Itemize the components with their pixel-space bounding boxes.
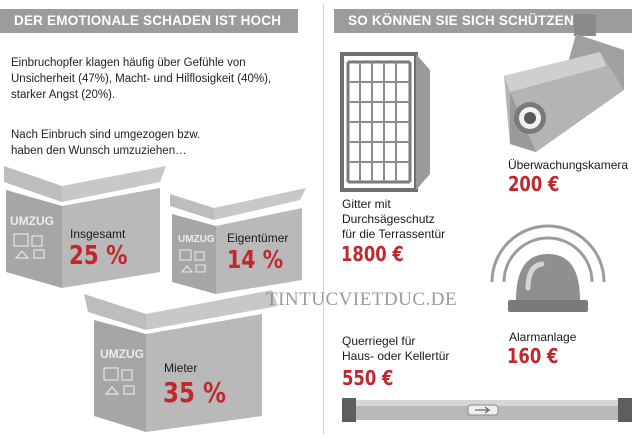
svg-text:UMZUG: UMZUG <box>178 234 215 245</box>
camera-price: 200 € <box>508 172 560 196</box>
left-header: DER EMOTIONALE SCHADEN IST HOCH <box>0 9 298 33</box>
moving-box-icon: UMZUG <box>170 188 306 294</box>
alarm-light-icon <box>490 224 606 312</box>
alarm-price: 160 € <box>507 344 559 368</box>
watermark: TINTUCVIETDUC.DE <box>266 289 458 310</box>
grille-label: Gitter mit Durchsägeschutz für die Terra… <box>342 197 446 241</box>
crossbar-label: Querriegel für Haus- oder Kellertür <box>342 334 450 363</box>
box-value-owner: 14 % <box>227 245 284 274</box>
crossbar-lock-icon <box>342 398 632 422</box>
camera-icon <box>504 14 624 152</box>
box-value-total: 25 % <box>69 241 128 271</box>
box-value-tenant: 35 % <box>163 376 226 409</box>
svg-text:UMZUG: UMZUG <box>10 214 54 228</box>
window-grille-icon <box>340 52 430 192</box>
grille-price: 1800 € <box>341 242 404 266</box>
moved-text: Nach Einbruch sind umgezogen bzw. haben … <box>11 129 201 157</box>
box-label-owner: Eigentümer <box>227 231 289 245</box>
alarm-label: Alarmanlage <box>509 330 577 344</box>
crossbar-price: 550 € <box>342 366 394 390</box>
moving-box-icon: UMZUG <box>4 166 166 288</box>
column-divider <box>323 4 324 434</box>
box-label-tenant: Mieter <box>164 361 198 375</box>
intro-text: Einbruchopfer klagen häufig über Gefühle… <box>11 57 272 101</box>
box-label-total: Insgesamt <box>70 227 126 241</box>
camera-label: Überwachungskamera <box>508 158 629 172</box>
moving-box-icon: UMZUG <box>84 290 278 432</box>
svg-text:UMZUG: UMZUG <box>100 347 144 361</box>
